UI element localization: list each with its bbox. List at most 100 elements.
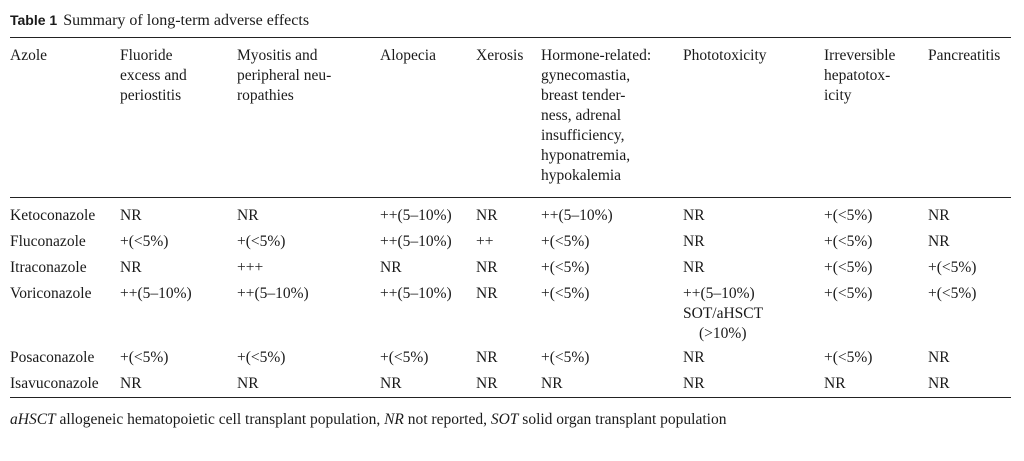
table-cell: NR [476,258,498,278]
table-cell: ++(5–10%) [541,206,613,226]
cell-line: Ketoconazole [10,207,96,224]
cell-line: Isavuconazole [10,375,99,392]
table-cell: +(<5%) [928,284,976,304]
table-cell: +++ [237,258,263,278]
cell-line: NR [928,349,950,366]
row-header: Fluconazole [10,232,86,252]
cell-line: NR [824,375,846,392]
cell-line: ++(5–10%) [380,207,452,224]
header-line: excess and [120,67,187,84]
cell-line: NR [928,207,950,224]
table-cell: NR [120,206,142,226]
header-line: hypokalemia [541,167,622,184]
header-line: Azole [10,47,48,64]
footnote-text: allogeneic hematopoietic cell transplant… [55,411,385,428]
table-cell: +(<5%) [824,284,872,304]
table-cell: +(<5%) [380,348,428,368]
cell-line: NR [237,375,259,392]
cell-line: NR [380,259,402,276]
column-header: Alopecia [380,46,436,66]
cell-line: NR [928,375,950,392]
table-cell: ++ [476,232,493,252]
header-line: Alopecia [380,47,436,64]
table-cell: NR [928,206,950,226]
row-header: Isavuconazole [10,374,99,394]
cell-line: +(<5%) [541,259,590,276]
cell-line: ++ [476,233,494,250]
cell-line: NR [683,207,705,224]
header-line: periostitis [120,87,182,104]
cell-line: SOT/aHSCT [683,305,764,322]
table-cell: +(<5%) [541,284,589,304]
header-line: icity [824,87,852,104]
table-cell: NR [928,348,950,368]
table-cell: +(<5%) [824,258,872,278]
table-cell: NR [476,348,498,368]
table-cell: ++(5–10%) [120,284,192,304]
cell-line: ++(5–10%) [683,285,755,302]
cell-line: +(<5%) [541,285,590,302]
table-cell: +(<5%) [541,258,589,278]
column-header: Hormone-related: gynecomastia, breast tend… [541,46,651,186]
table-cell: +(<5%) [541,232,589,252]
cell-line: +(<5%) [120,233,169,250]
table-cell: NR [476,374,498,394]
cell-line: Voriconazole [10,285,92,302]
table-cell: ++(5–10%) SOT/aHSCT (>10%) [683,284,763,344]
row-header: Voriconazole [10,284,92,304]
cell-line: NR [476,349,498,366]
footnote-abbrev: SOT [490,411,519,428]
header-line: peripheral neu- [237,67,332,84]
table-cell: NR [476,284,498,304]
table-cell: ++(5–10%) [237,284,309,304]
cell-line: +(<5%) [928,285,977,302]
table-cell: NR [683,374,705,394]
cell-line: NR [120,259,142,276]
cell-line: NR [683,233,705,250]
table-cell: NR [928,232,950,252]
table-title: Summary of long-term adverse effects [63,12,310,29]
table-cell: +(<5%) [541,348,589,368]
cell-line: +(<5%) [824,285,873,302]
cell-line: ++(5–10%) [380,285,452,302]
cell-line: NR [476,207,498,224]
cell-line: +(<5%) [824,233,873,250]
cell-line: +(<5%) [541,233,590,250]
table-cell: NR [824,374,846,394]
cell-line: +(<5%) [928,259,977,276]
header-line: ropathies [237,87,294,104]
column-header: Pancreatitis [928,46,1000,66]
table-cell: NR [120,374,142,394]
header-line: hyponatremia, [541,147,631,164]
column-header: Fluoride excess and periostitis [120,46,187,106]
table-cell: NR [683,348,705,368]
column-header: Azole [10,46,47,66]
table-label: Table 1 [10,12,58,28]
cell-line: NR [380,375,402,392]
cell-line: NR [683,259,705,276]
cell-line: ++(5–10%) [120,285,192,302]
table-cell: NR [541,374,563,394]
cell-line: +(<5%) [824,207,873,224]
table-cell: +(<5%) [824,206,872,226]
cell-line: Fluconazole [10,233,86,250]
table-cell: NR [683,206,705,226]
cell-line: Itraconazole [10,259,87,276]
table-cell: +(<5%) [120,232,168,252]
top-rule [10,37,1011,38]
cell-line: +++ [237,259,264,276]
cell-line: NR [476,285,498,302]
column-header: Irreversible hepatotox-icity [824,46,895,106]
cell-line: NR [120,207,142,224]
cell-line: NR [541,375,563,392]
table-cell: +(<5%) [928,258,976,278]
column-header: Myositis and peripheral neu-ropathies [237,46,331,106]
row-header: Posaconazole [10,348,94,368]
table-cell: NR [380,258,402,278]
cell-line: ++(5–10%) [380,233,452,250]
cell-line: NR [476,259,498,276]
table-cell: NR [928,374,950,394]
column-header: Phototoxicity [683,46,767,66]
table-cell: NR [683,258,705,278]
table-caption: Table 1 Summary of long-term adverse effe… [10,10,309,31]
